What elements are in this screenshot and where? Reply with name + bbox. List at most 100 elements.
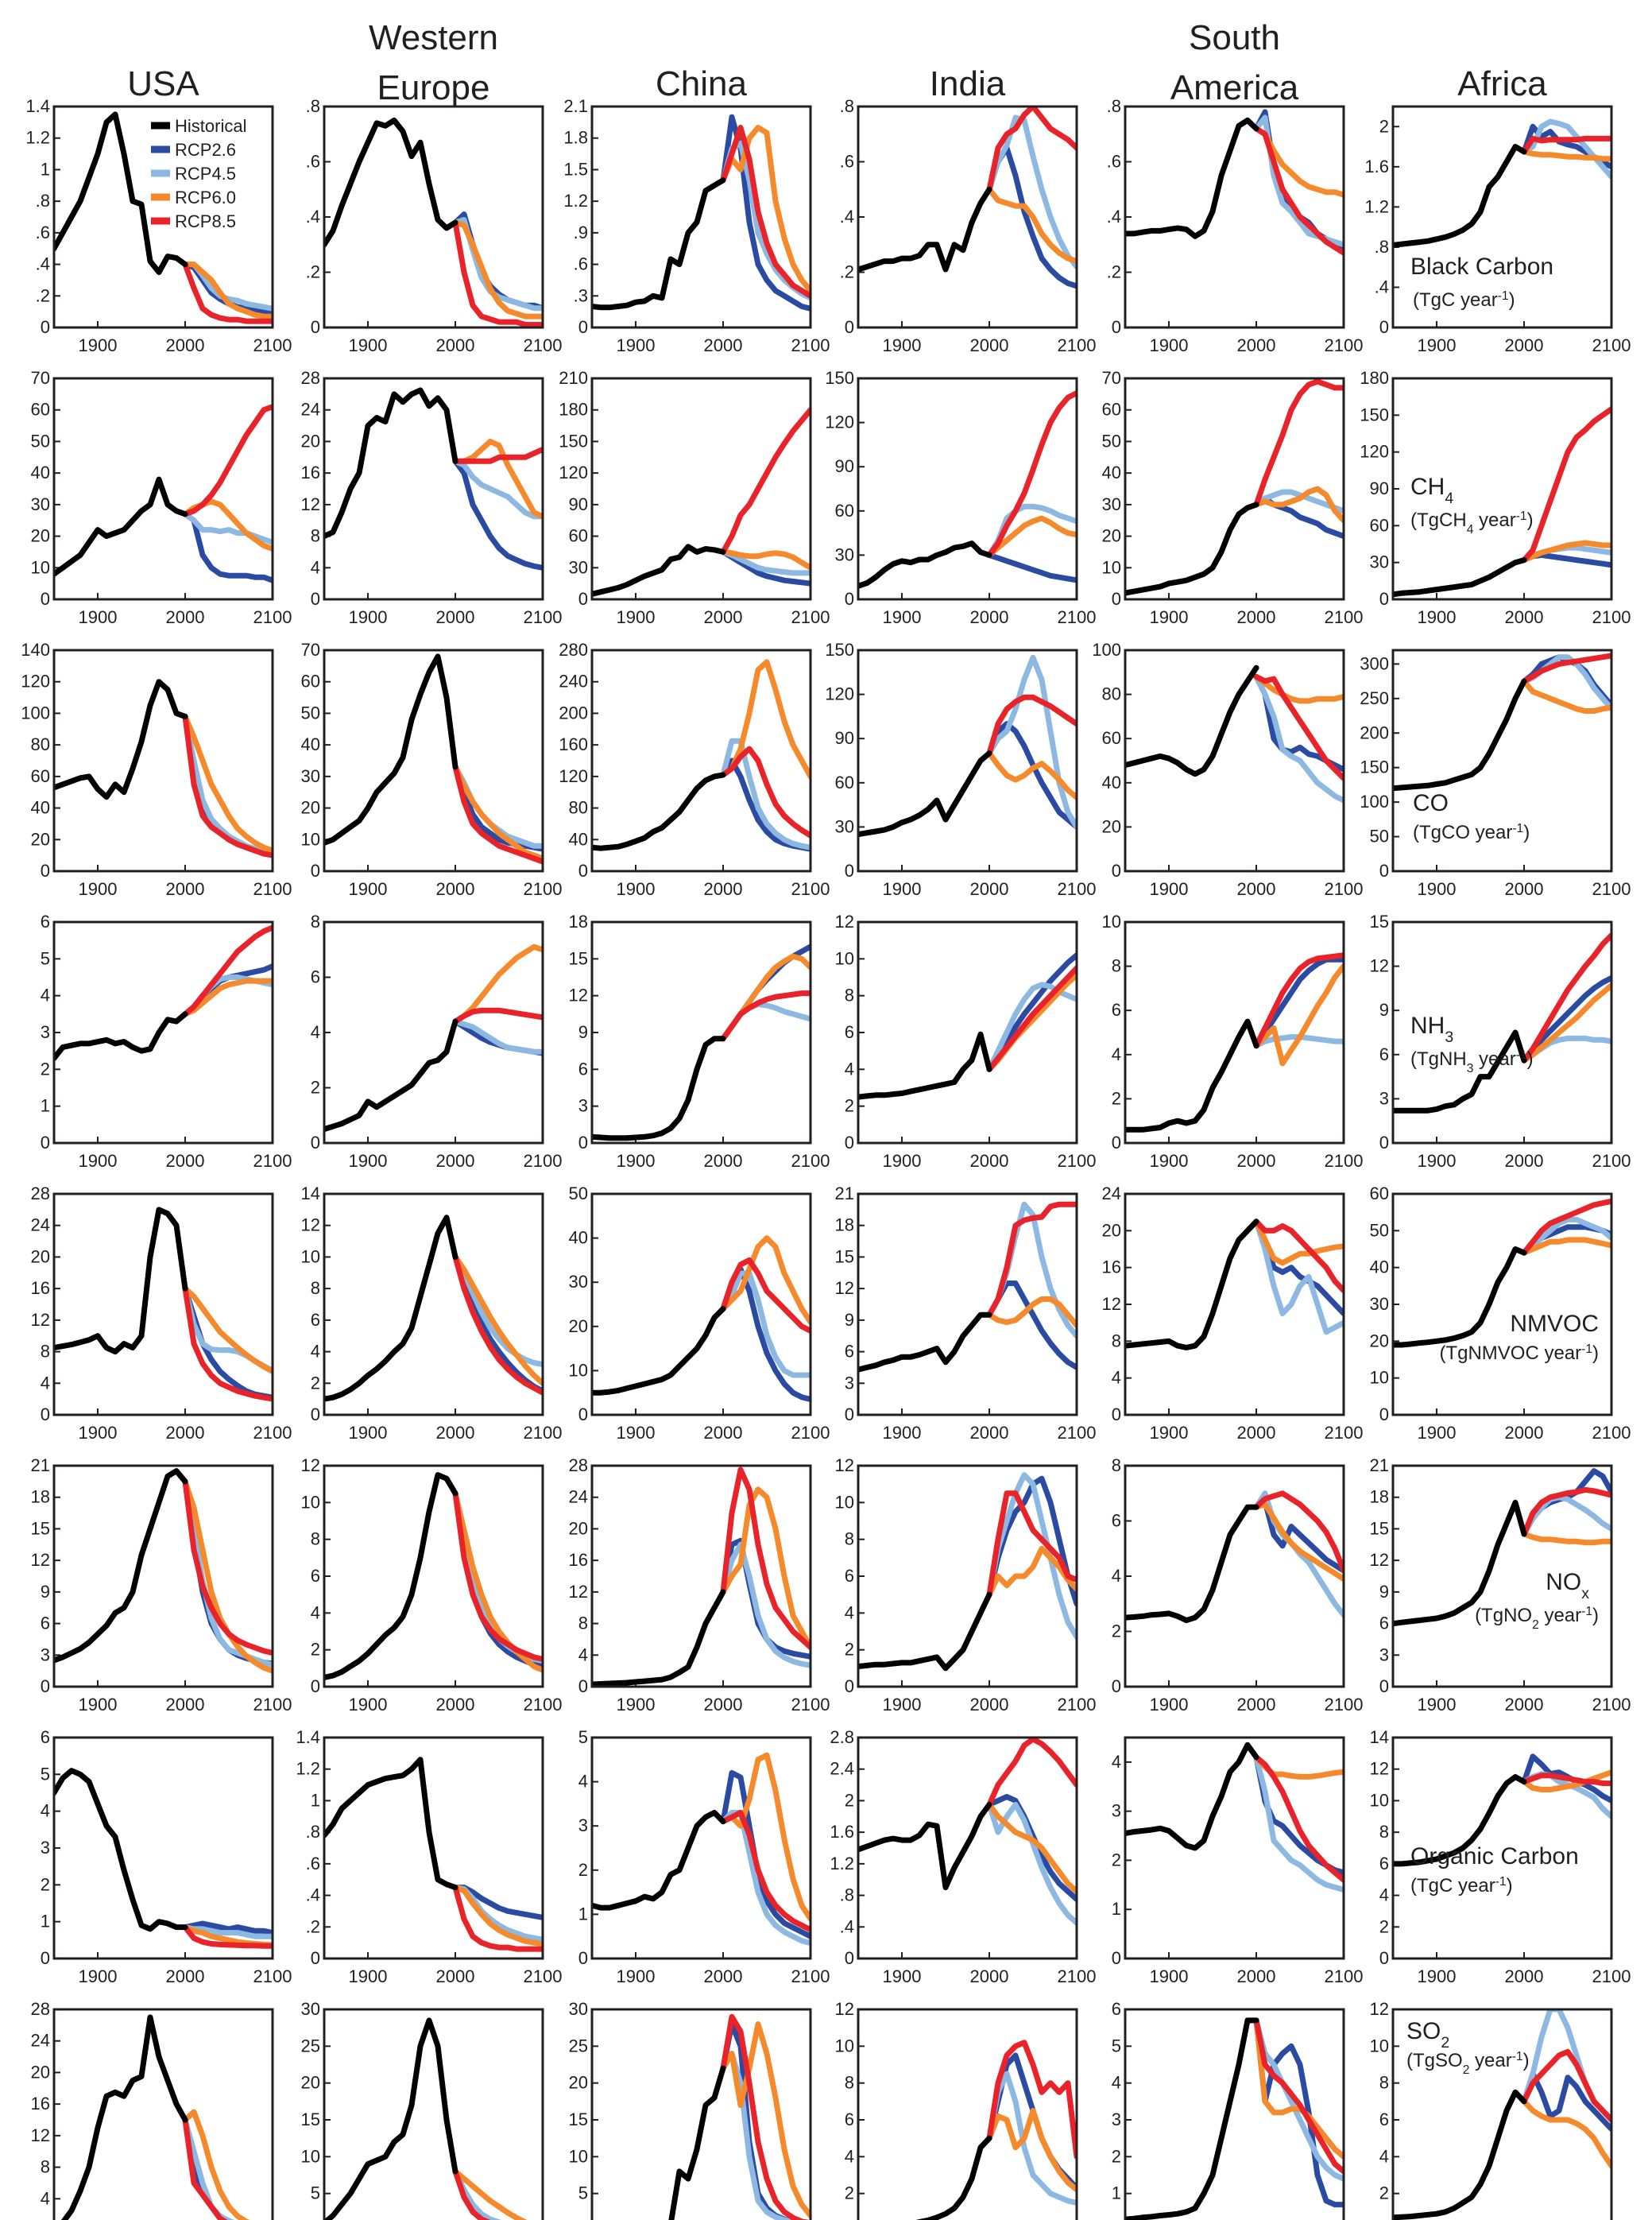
panel-nox-south-america: 0 2 4 6 8 1900 2000 2100	[1112, 1455, 1364, 1714]
panel-frame	[323, 1192, 544, 1416]
series-line-rcp45	[452, 1018, 543, 1055]
y-tick-label: 0	[578, 589, 588, 609]
y-tick-label: 120	[825, 413, 854, 432]
y-tick-label: 0	[1379, 1133, 1389, 1153]
y-tick-label: 20	[31, 829, 50, 849]
panel-ch4-usa: 0 10 20 30 40 50 60 70 1900 2000 2100	[31, 368, 292, 627]
series-line-rcp45	[1253, 1754, 1344, 1893]
series-line-historical	[915, 2135, 992, 2220]
x-tick-label: 2100	[253, 1151, 292, 1171]
x-tick-label: 2100	[253, 607, 292, 627]
y-tick-label: 100	[1092, 640, 1121, 660]
y-tick-label: .8	[1375, 237, 1389, 257]
y-tick-label: 10	[301, 1246, 320, 1266]
legend: Historical RCP2.6 RCP4.5 RCP6.0 RCP8.5	[151, 116, 246, 231]
series-line-rcp60	[1521, 149, 1611, 162]
series-line-rcp45	[1253, 1218, 1344, 1335]
series-line-rcp85	[720, 1466, 811, 1650]
x-tick-label: 2000	[1237, 1151, 1276, 1171]
x-tick-label: 2000	[1505, 879, 1544, 899]
region-title-3: India	[930, 64, 1006, 103]
x-tick-label: 1900	[1150, 1695, 1189, 1714]
x-tick-label: 2000	[970, 335, 1009, 355]
y-tick-label: 2	[845, 1096, 854, 1116]
series-line-historical	[324, 1215, 458, 1402]
panel-frame	[52, 377, 274, 601]
x-tick-label: 2100	[1592, 1151, 1631, 1171]
series-line-rcp45	[182, 511, 273, 545]
series-line-rcp85	[986, 965, 1077, 1072]
panel-co-india: 0 30 60 90 120 150 1900 2000 2100	[825, 640, 1096, 899]
series-line-rcp26	[1253, 1498, 1344, 1574]
x-tick-label: 1900	[349, 1151, 388, 1171]
y-tick-label: 0	[1112, 589, 1121, 609]
y-tick-label: 6	[41, 1614, 50, 1633]
y-tick-label: 0	[578, 317, 588, 337]
y-tick-label: 6	[1112, 1511, 1121, 1531]
series-line-rcp85	[720, 125, 811, 299]
x-tick-label: 2000	[166, 1695, 205, 1714]
y-tick-label: 0	[1112, 1948, 1121, 1968]
y-tick-label: 18	[1370, 1487, 1389, 1507]
series-line-rcp60	[452, 1253, 543, 1386]
x-tick-label: 1900	[883, 1695, 922, 1714]
y-tick-label: 8	[41, 2157, 50, 2177]
series-line-rcp85	[182, 1285, 273, 1402]
x-tick-label: 2100	[253, 1695, 292, 1714]
y-tick-label: 150	[1360, 757, 1389, 777]
y-tick-label: 30	[1370, 1294, 1389, 1314]
species-name-0: Black Carbon	[1410, 254, 1553, 280]
y-tick-label: .6	[306, 152, 320, 172]
x-tick-label: 1900	[1418, 1423, 1457, 1443]
series-line-historical	[1125, 664, 1259, 777]
y-tick-label: 30	[569, 1272, 588, 1292]
series-line-historical	[858, 1801, 992, 1891]
x-tick-label: 2100	[1058, 1695, 1097, 1714]
y-tick-label: 6	[845, 2110, 854, 2129]
y-tick-label: 8	[1112, 956, 1121, 976]
y-tick-label: 20	[301, 2073, 320, 2093]
y-tick-label: .8	[306, 1822, 320, 1842]
x-tick-label: 2100	[1592, 879, 1631, 899]
x-tick-label: 2000	[970, 607, 1009, 627]
y-tick-label: 6	[1379, 1854, 1389, 1873]
species-unit-7: (TgSO2 year-1)	[1406, 2050, 1530, 2077]
y-tick-label: 8	[845, 986, 854, 1005]
y-tick-label: 50	[569, 1184, 588, 1203]
panel-nmvoc-south-america: 0 4 8 12 16 20 24 1900 2000 2100	[1102, 1184, 1364, 1443]
series-line-rcp26	[986, 1280, 1077, 1370]
y-tick-label: 2	[845, 2183, 854, 2203]
y-tick-label: 80	[1102, 684, 1121, 704]
panel-frame	[1124, 1192, 1345, 1416]
y-tick-label: 60	[835, 773, 854, 792]
panel-frame	[323, 105, 544, 329]
panel-black-carbon-western-europe: 0 .2 .4 .6 .8 1900 2000 2100	[306, 96, 563, 355]
y-tick-label: 20	[301, 798, 320, 818]
series-line-rcp60	[720, 1486, 811, 1650]
y-tick-label: 8	[1379, 2073, 1389, 2093]
panel-nox-india: 0 2 4 6 8 10 12 1900 2000 2100	[835, 1455, 1097, 1714]
y-tick-label: 30	[31, 494, 50, 514]
y-tick-label: 1	[578, 1904, 588, 1924]
x-tick-label: 2100	[791, 1151, 830, 1171]
species-name-1: CH4	[1410, 474, 1453, 507]
panel-frame	[1391, 105, 1613, 329]
y-tick-label: 9	[1379, 1582, 1389, 1602]
panel-frame	[1124, 1736, 1345, 1960]
x-tick-label: 2000	[1237, 1423, 1276, 1443]
series-line-historical	[324, 1018, 458, 1133]
x-tick-label: 1900	[1150, 1966, 1189, 1986]
y-tick-label: .4	[1107, 207, 1121, 227]
series-line-rcp60	[1253, 673, 1344, 704]
y-tick-label: 4	[311, 1602, 320, 1622]
series-line-rcp60	[986, 750, 1077, 800]
y-tick-label: .8	[840, 96, 854, 116]
panel-black-carbon-africa: 0 .4 .8 1.2 1.6 2 1900 2000 2100	[1364, 105, 1631, 355]
legend-label: Historical	[175, 116, 246, 136]
x-tick-label: 2000	[166, 879, 205, 899]
x-tick-label: 2000	[970, 1695, 1009, 1714]
y-tick-label: 60	[1102, 400, 1121, 420]
y-tick-label: 0	[41, 1676, 50, 1696]
series-line-historical	[592, 772, 726, 851]
y-tick-label: .4	[36, 254, 50, 274]
